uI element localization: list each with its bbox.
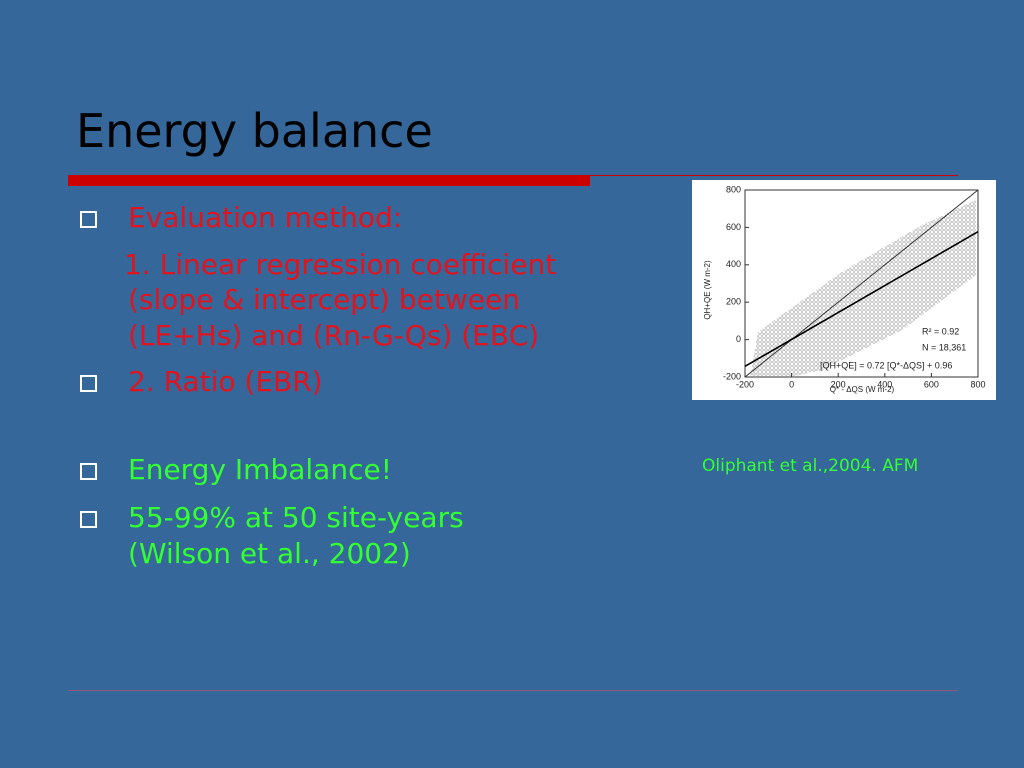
body-line: (LE+Hs) and (Rn-G-Qs) (EBC) xyxy=(128,319,540,352)
body-line: 1. Linear regression coefficient xyxy=(124,248,557,281)
body-line: Energy Imbalance! xyxy=(128,453,392,486)
y-tick-label: 600 xyxy=(726,222,741,232)
x-tick-label: 400 xyxy=(877,379,892,389)
slide-title: Energy balance xyxy=(76,104,433,158)
y-tick-label: 800 xyxy=(726,184,741,194)
y-tick-label: 0 xyxy=(736,334,741,344)
bullet xyxy=(80,511,97,528)
fit-label: [QH+QE] = 0.72 [Q*-ΔQS] + 0.96 xyxy=(820,360,952,370)
x-tick-label: 800 xyxy=(970,379,985,389)
r2-label: R² = 0.92 xyxy=(922,326,959,336)
plot-frame xyxy=(744,189,979,378)
bullet xyxy=(80,463,97,480)
bullet xyxy=(80,211,97,228)
y-tick-label: 200 xyxy=(726,297,741,307)
x-axis-label: Q* - ΔQS (W m-2) xyxy=(830,385,895,394)
y-tick-label: 400 xyxy=(726,259,741,269)
x-tick-label: -200 xyxy=(736,379,754,389)
bullet xyxy=(80,375,97,392)
one-to-one-line xyxy=(744,189,979,378)
body-line: (slope & intercept) between xyxy=(128,283,520,316)
x-tick-label: 600 xyxy=(924,379,939,389)
regression-line xyxy=(744,231,979,368)
footer-rule xyxy=(68,690,958,691)
x-tick-label: 200 xyxy=(831,379,846,389)
y-axis-label: QH+QE (W m-2) xyxy=(703,260,712,320)
n-label: N = 18,361 xyxy=(922,342,966,352)
body-line: 2. Ratio (EBR) xyxy=(128,365,323,398)
title-rule xyxy=(590,175,958,176)
body-line: Evaluation method: xyxy=(128,201,403,234)
scatter-cloud xyxy=(750,200,976,377)
x-tick-label: 0 xyxy=(789,379,794,389)
body-line: (Wilson et al., 2002) xyxy=(128,537,411,570)
body-line: 55-99% at 50 site-years xyxy=(128,501,464,534)
title-bar xyxy=(68,175,590,186)
figure-caption: Oliphant et al.,2004. AFM xyxy=(702,456,919,476)
figure: R² = 0.92 N = 18,361 [QH+QE] = 0.72 [Q*-… xyxy=(692,180,996,400)
y-tick-label: -200 xyxy=(723,371,741,381)
